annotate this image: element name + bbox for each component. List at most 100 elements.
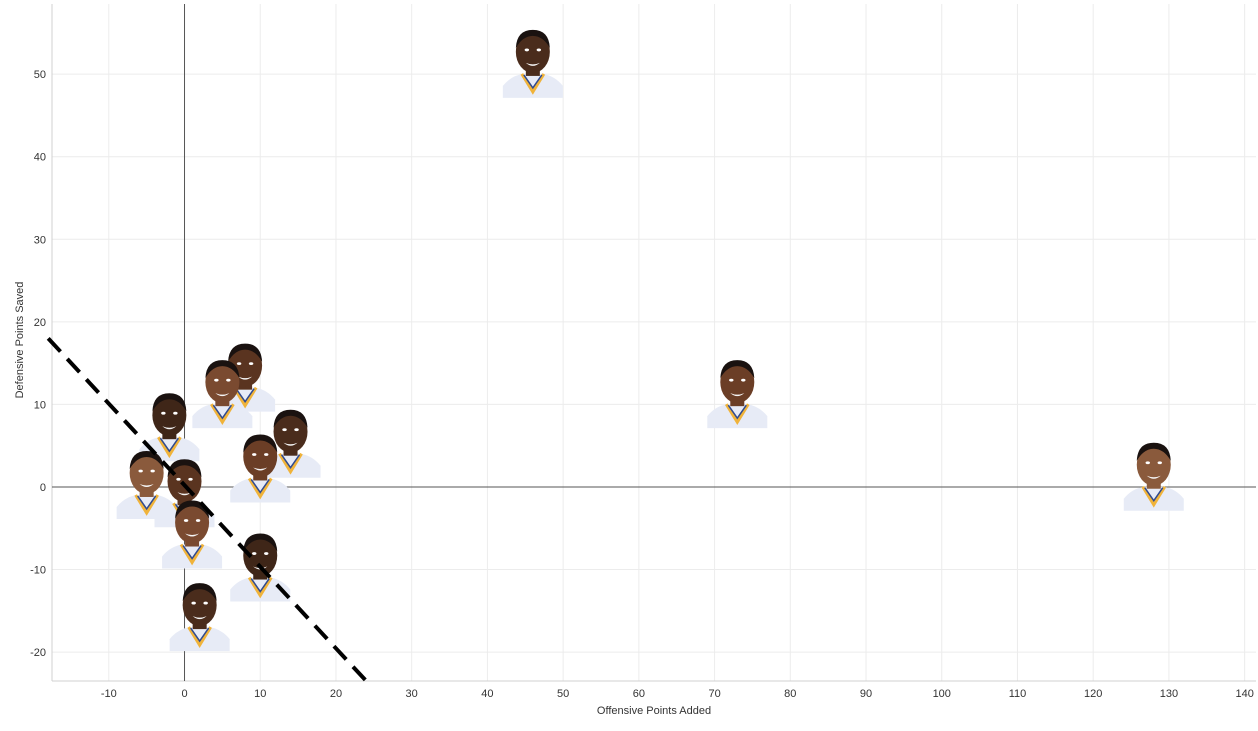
player-head [1136, 443, 1171, 486]
jersey-collar [232, 386, 258, 409]
player-hair [1136, 442, 1171, 461]
player-jersey [230, 478, 291, 503]
data-points [116, 29, 1184, 652]
jersey-collar-trim [523, 74, 543, 90]
trend-line [46, 337, 368, 683]
y-axis-ticks: -20 -10 0 10 20 30 40 50 [30, 69, 46, 659]
x-tick-label: 30 [406, 688, 418, 700]
jersey-collar [210, 403, 235, 426]
x-tick-label: 50 [557, 688, 569, 700]
player-eye [226, 378, 231, 382]
jersey-collar [1141, 485, 1167, 508]
x-tick-label: 80 [784, 688, 796, 700]
player-head [243, 435, 278, 478]
y-axis-title: Defensive Points Saved [14, 282, 26, 399]
x-axis-ticks: -10 0 10 20 30 40 50 60 70 80 90 100 110 120 130 140 [101, 688, 1254, 700]
player-jersey [230, 577, 291, 602]
jersey-collar [179, 543, 205, 566]
player-eye [294, 428, 299, 432]
player-head [273, 410, 308, 453]
player-smile [253, 467, 268, 471]
jersey-collar [187, 626, 212, 648]
player-smile [238, 376, 253, 380]
x-tick-label: 70 [708, 688, 720, 700]
data-point [502, 29, 563, 98]
x-tick-label: 130 [1160, 688, 1178, 700]
player-eye [1145, 461, 1150, 465]
player-eye [191, 601, 196, 605]
jersey-collar [520, 73, 546, 95]
player-eye [195, 519, 201, 522]
player-eye [161, 411, 166, 415]
y-tick-label: 50 [34, 69, 46, 81]
jersey-collar [134, 494, 159, 516]
player-jersey [169, 627, 230, 652]
x-tick-label: 110 [1009, 688, 1027, 700]
jersey-collar-trim [190, 627, 210, 643]
player-hair [152, 393, 187, 412]
x-tick-label: 20 [330, 688, 342, 700]
player-eye [138, 469, 143, 473]
jersey-collar-trim [137, 495, 157, 511]
player-eye [188, 477, 193, 481]
data-point [230, 434, 291, 503]
data-point [707, 360, 768, 429]
player-eye [282, 428, 287, 432]
jersey-collar-trim [182, 545, 202, 560]
jersey-collar-trim [280, 454, 301, 470]
player-head [129, 451, 164, 494]
jersey-collar [278, 452, 303, 475]
jersey-collar [247, 576, 273, 599]
player-eye [248, 362, 254, 366]
player-eye [252, 552, 257, 555]
data-point [192, 360, 253, 429]
y-tick-label: 10 [34, 399, 46, 411]
x-tick-label: 40 [481, 688, 493, 700]
player-hair [273, 409, 308, 428]
player-hair [515, 29, 550, 48]
y-tick-label: -20 [30, 647, 46, 659]
jersey-collar-trim [235, 388, 255, 403]
data-point [139, 393, 200, 462]
player-smile [1146, 475, 1161, 479]
player-smile [162, 426, 177, 430]
player-hair [720, 360, 755, 379]
player-eye [729, 378, 734, 382]
player-smile [139, 483, 154, 487]
player-hair [228, 343, 263, 362]
player-head [205, 361, 240, 404]
jersey-collar-trim [250, 578, 270, 593]
player-head [152, 394, 187, 437]
player-hair [205, 360, 240, 379]
player-jersey [192, 404, 253, 429]
y-tick-label: -10 [30, 565, 46, 577]
player-head [175, 501, 210, 544]
x-tick-label: 100 [933, 688, 951, 700]
trend-line-group [46, 337, 368, 683]
player-hair [243, 533, 278, 552]
x-axis-title: Offensive Points Added [597, 705, 711, 717]
y-tick-label: 20 [34, 317, 46, 329]
jersey-collar [157, 436, 182, 459]
x-tick-label: 120 [1084, 688, 1102, 700]
player-hair [182, 583, 217, 602]
player-eye [173, 411, 178, 415]
x-tick-label: 60 [633, 688, 645, 700]
grid-lines [51, 4, 1256, 682]
player-smile [730, 393, 745, 397]
player-jersey [162, 544, 223, 569]
jersey-collar-trim [212, 404, 232, 420]
x-tick-label: 0 [181, 688, 187, 700]
y-tick-label: 30 [34, 234, 46, 246]
data-point [169, 583, 230, 652]
zero-lines [52, 4, 1256, 681]
player-eye [252, 453, 257, 456]
x-tick-label: 90 [860, 688, 872, 700]
player-head [182, 584, 217, 627]
player-eye [536, 48, 542, 52]
player-eye [183, 519, 189, 522]
player-head [720, 361, 755, 404]
data-point [230, 533, 291, 602]
player-jersey [707, 404, 768, 429]
